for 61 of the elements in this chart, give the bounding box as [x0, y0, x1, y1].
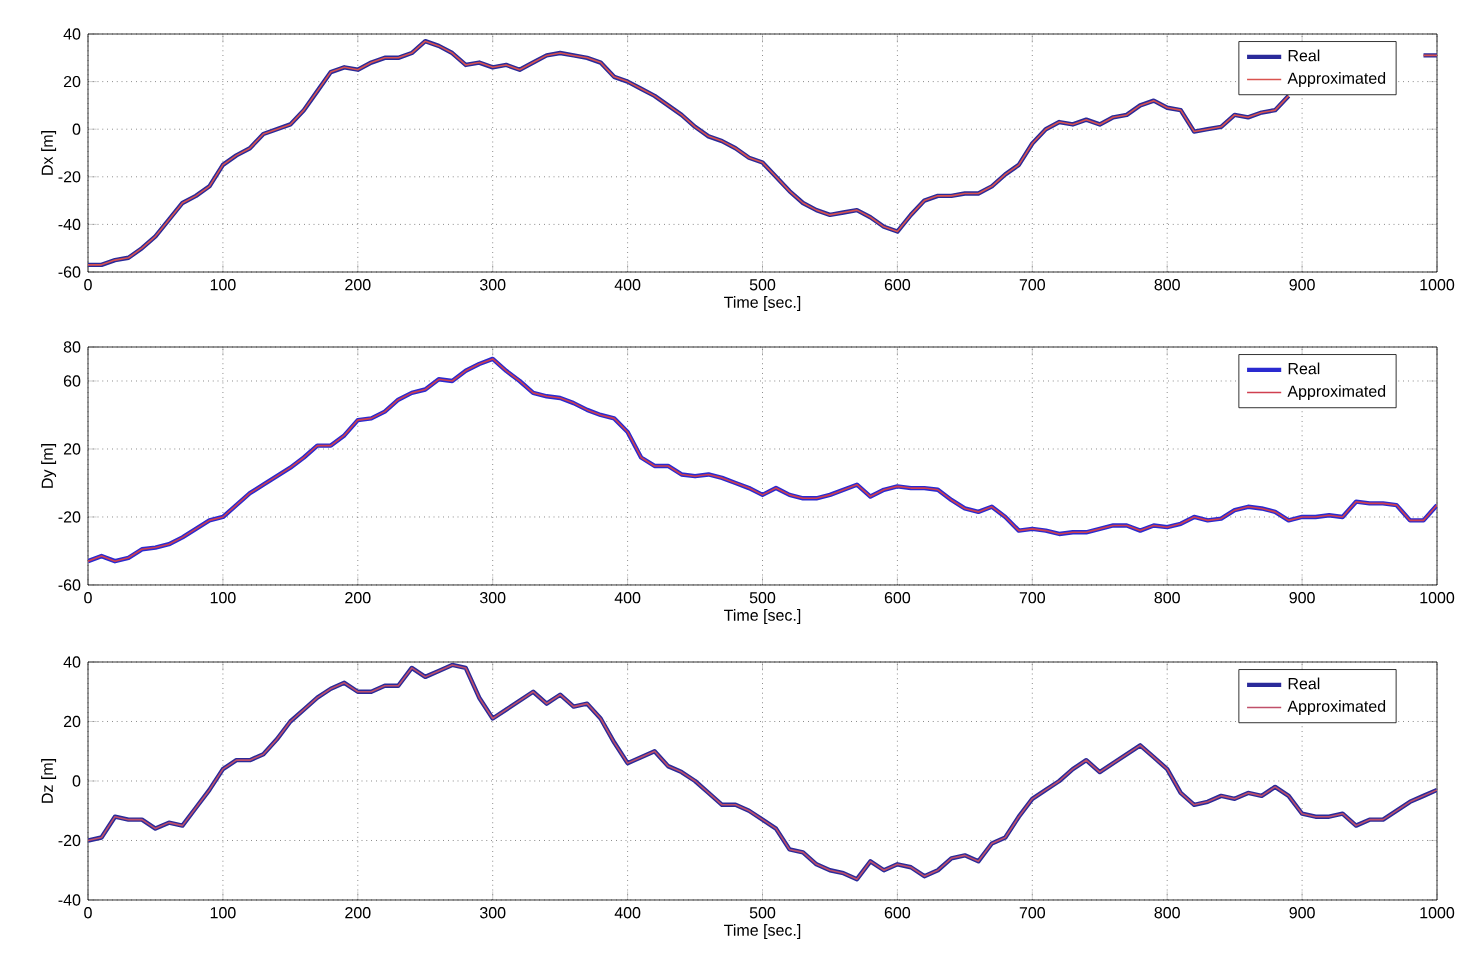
x-axis-title: Time [sec.] [724, 924, 801, 940]
x-tick-label: 0 [84, 279, 92, 291]
y-tick-label: -40 [58, 218, 81, 231]
y-axis-title: Dz [m] [41, 759, 57, 803]
x-tick-label: 0 [84, 907, 92, 919]
y-axis-title: Dx [m] [41, 131, 57, 175]
x-tick-label: 200 [345, 592, 371, 604]
x-tick-label: 300 [479, 907, 506, 919]
legend-label: Real [1288, 49, 1320, 62]
y-tick-label: -20 [58, 834, 81, 847]
x-tick-label: 200 [345, 907, 371, 919]
x-tick-label: 900 [1289, 907, 1315, 919]
x-tick-label: 700 [1019, 279, 1046, 291]
legend-label: Approximated [1287, 72, 1386, 88]
x-tick-label: 100 [210, 279, 236, 291]
x-axis-title: Time [sec.] [724, 609, 801, 625]
y-tick-label: 40 [63, 28, 81, 40]
y-tick-label: 80 [63, 341, 81, 353]
x-axis-title: Time [sec.] [724, 296, 801, 312]
x-tick-label: 900 [1289, 592, 1315, 604]
legend-label: Approximated [1287, 385, 1386, 401]
x-tick-label: 600 [884, 279, 911, 291]
x-tick-label: 400 [614, 592, 641, 604]
x-tick-label: 500 [749, 592, 776, 604]
y-tick-label: 20 [63, 75, 81, 88]
x-tick-label: 400 [614, 279, 641, 291]
x-tick-label: 400 [614, 907, 641, 919]
y-tick-label: -60 [58, 579, 81, 591]
y-tick-label: 40 [63, 656, 81, 668]
x-tick-label: 100 [210, 907, 236, 919]
x-tick-label: 800 [1154, 907, 1180, 919]
y-axis-title: Dy [m] [41, 444, 57, 488]
x-tick-label: 500 [749, 279, 776, 291]
legend-label: Real [1288, 677, 1320, 690]
x-tick-label: 0 [84, 592, 92, 604]
x-tick-label: 800 [1154, 279, 1180, 291]
y-tick-label: 20 [63, 443, 81, 455]
x-tick-label: 900 [1289, 279, 1315, 291]
y-tick-label: -20 [58, 511, 81, 523]
x-tick-label: 700 [1019, 907, 1046, 919]
y-tick-label: -40 [58, 894, 81, 906]
y-tick-label: 0 [72, 123, 81, 135]
x-tick-label: 300 [479, 592, 506, 604]
legend-label: Real [1288, 362, 1320, 375]
legend-label: Approximated [1287, 700, 1386, 716]
x-tick-label: 200 [345, 279, 371, 291]
x-tick-label: 300 [479, 279, 506, 291]
x-tick-label: 700 [1019, 592, 1046, 604]
x-tick-label: 600 [884, 907, 911, 919]
x-tick-label: 500 [749, 907, 776, 919]
y-tick-label: 0 [72, 775, 81, 787]
x-tick-label: 1000 [1420, 907, 1455, 919]
x-tick-label: 800 [1154, 592, 1180, 604]
y-tick-label: 60 [63, 375, 81, 387]
x-tick-label: 100 [210, 592, 236, 604]
x-tick-label: 600 [884, 592, 911, 604]
y-tick-label: -20 [58, 171, 81, 183]
x-tick-label: 1000 [1420, 279, 1455, 291]
x-tick-label: 1000 [1420, 592, 1455, 604]
y-tick-label: 20 [63, 715, 81, 728]
y-tick-label: -60 [58, 266, 81, 278]
